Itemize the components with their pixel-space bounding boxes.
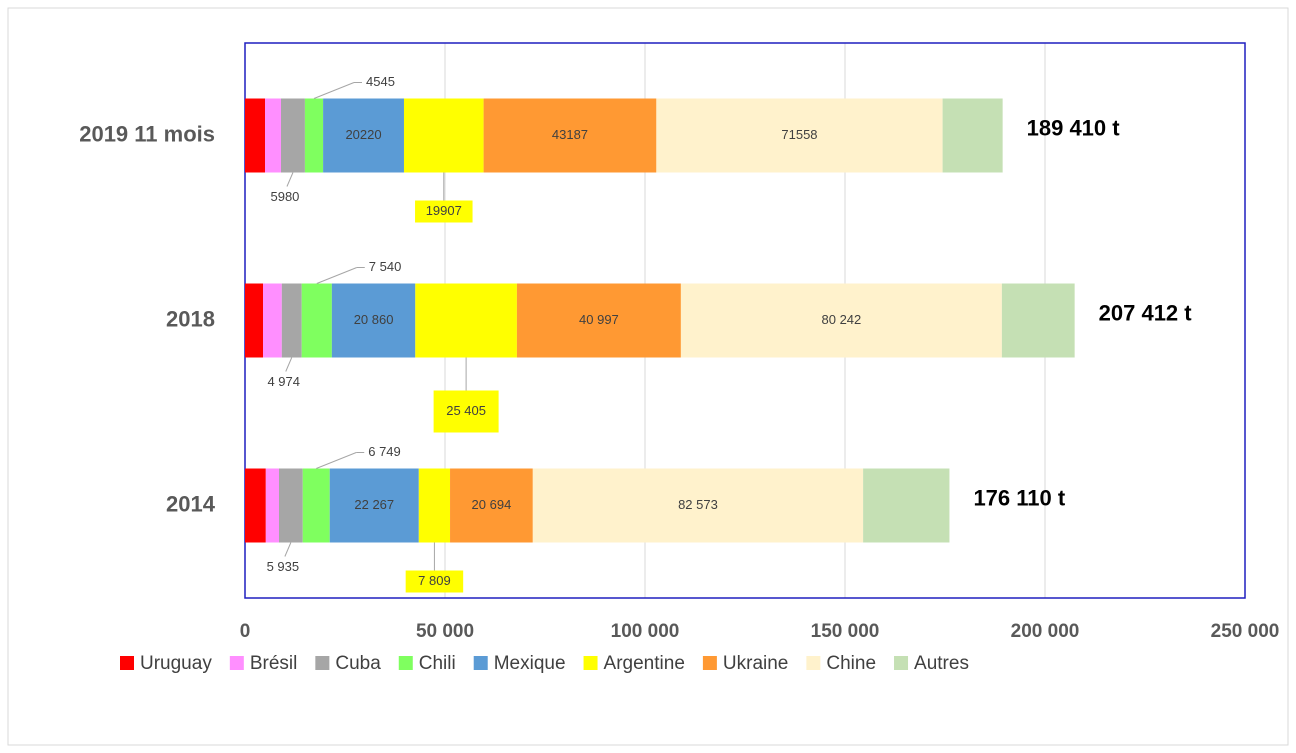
value-label: 22 267: [354, 497, 394, 512]
bar-segment: [418, 468, 451, 543]
bar-segment: [265, 98, 281, 173]
value-label: 20 860: [354, 312, 394, 327]
legend-swatch: [473, 656, 488, 670]
legend-label: Brésil: [250, 653, 298, 674]
value-label: 20220: [345, 127, 381, 142]
bar-segment: [403, 98, 484, 173]
legend-label: Ukraine: [723, 653, 788, 674]
leader-line: [286, 172, 294, 187]
total-label: 207 412 t: [1099, 300, 1193, 325]
bar-segment: [1001, 283, 1075, 358]
bar-segment: [331, 283, 416, 358]
bar-segment: [450, 468, 533, 543]
legend-label: Cuba: [335, 653, 381, 674]
leader-line: [316, 267, 357, 284]
bar-segment: [281, 283, 302, 358]
leader-line: [284, 542, 292, 557]
bar-segment: [245, 283, 263, 358]
category-label: 2019 11 mois: [79, 121, 215, 146]
category-label: 2018: [166, 306, 215, 331]
value-label: 4545: [366, 74, 395, 89]
legend-swatch: [702, 656, 717, 670]
bar-segment: [304, 98, 324, 173]
legend-label: Argentine: [604, 653, 685, 674]
value-label: 40 997: [579, 312, 619, 327]
value-label: 20 694: [472, 497, 512, 512]
value-label: 5980: [270, 189, 299, 204]
bar-segment: [263, 283, 282, 358]
bar-segment: [323, 98, 404, 173]
legend-swatch: [315, 656, 330, 670]
value-label-box: [433, 390, 499, 433]
value-label: 5 935: [267, 559, 300, 574]
value-label: 80 242: [822, 312, 862, 327]
total-label: 189 410 t: [1027, 115, 1121, 140]
leader-line: [285, 357, 293, 372]
x-tick-label: 250 000: [1211, 621, 1280, 642]
value-label: 6 749: [368, 444, 401, 459]
bar-segment: [329, 468, 419, 543]
x-tick-label: 100 000: [611, 621, 680, 642]
legend-swatch: [398, 656, 413, 670]
bar-segment: [415, 283, 517, 358]
bar-segment: [245, 468, 266, 543]
bar-segment: [265, 468, 279, 543]
x-tick-label: 150 000: [811, 621, 880, 642]
legend-swatch: [583, 656, 598, 670]
bar-segment: [302, 468, 330, 543]
bar-segment: [532, 468, 864, 543]
legend-swatch: [806, 656, 821, 670]
value-label: 7 809: [418, 573, 451, 588]
leader-line: [316, 452, 357, 469]
legend-label: Chili: [419, 653, 456, 674]
legend-label: Mexique: [494, 653, 566, 674]
value-label: 4 974: [267, 374, 300, 389]
value-label-box: [405, 570, 464, 593]
legend-label: Autres: [914, 653, 969, 674]
value-label: 19907: [426, 203, 462, 218]
bar-segment: [245, 98, 265, 173]
bar-segment: [301, 283, 332, 358]
value-label: 7 540: [369, 259, 402, 274]
bar-segment: [656, 98, 943, 173]
legend-swatch: [894, 656, 909, 670]
leader-line: [313, 82, 355, 99]
x-tick-label: 0: [240, 621, 251, 642]
value-label: 82 573: [678, 497, 718, 512]
bar-segment: [483, 98, 657, 173]
x-tick-label: 200 000: [1011, 621, 1080, 642]
value-label: 71558: [781, 127, 817, 142]
value-label: 43187: [552, 127, 588, 142]
legend-label: Chine: [826, 653, 876, 674]
value-label: 25 405: [446, 403, 486, 418]
legend-swatch: [229, 656, 244, 670]
bar-segment: [680, 283, 1002, 358]
bar-segment: [281, 98, 305, 173]
category-label: 2014: [166, 491, 216, 516]
bar-segment: [942, 98, 1003, 173]
bar-segment: [279, 468, 303, 543]
legend-label: Uruguay: [140, 653, 212, 674]
total-label: 176 110 t: [973, 485, 1065, 510]
x-tick-label: 50 000: [416, 621, 474, 642]
bar-segment: [516, 283, 681, 358]
bar-segment: [863, 468, 950, 543]
legend-swatch: [120, 656, 134, 670]
value-label-box: [415, 200, 473, 223]
